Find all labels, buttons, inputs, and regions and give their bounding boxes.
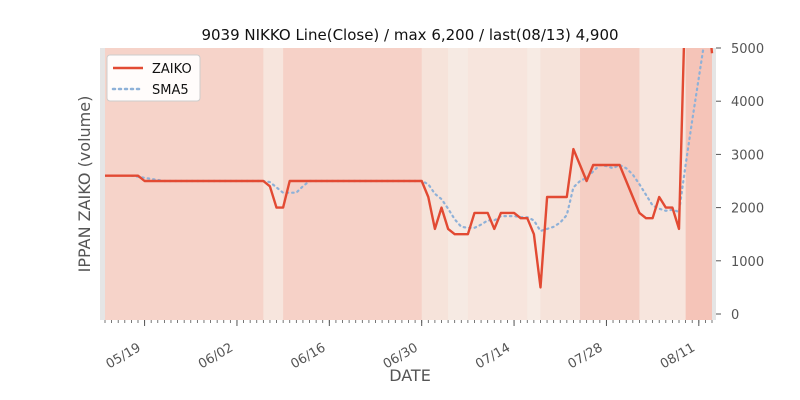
- band-5: [467, 48, 528, 320]
- band-10: [685, 48, 712, 320]
- band-2: [283, 48, 422, 320]
- x-tick-label: 07/14: [473, 340, 513, 372]
- band-9: [639, 48, 686, 320]
- y-axis-label: IPPAN ZAIKO (volume): [75, 96, 94, 273]
- x-tick-label: 07/28: [565, 340, 605, 372]
- y-tick-label: 3000: [731, 148, 764, 163]
- chart-title: 9039 NIKKO Line(Close) / max 6,200 / las…: [201, 26, 618, 44]
- y-axis: 0 1000 2000 3000 4000 5000: [716, 42, 764, 323]
- series-lines: [105, 48, 714, 289]
- legend: ZAIKO SMA5: [106, 54, 201, 102]
- band-base: [105, 48, 712, 320]
- series-line-zaiko: [105, 48, 714, 289]
- band-7: [540, 48, 581, 320]
- x-tick-label: 05/19: [104, 340, 144, 372]
- y-tick-label: 1000: [731, 255, 764, 270]
- x-axis-label: DATE: [389, 366, 431, 385]
- band-4: [448, 48, 468, 320]
- legend-label-zaiko: ZAIKO: [152, 62, 192, 77]
- legend-label-sma5: SMA5: [152, 83, 189, 98]
- y-tick-label: 4000: [731, 95, 764, 110]
- band-8: [580, 48, 640, 320]
- y-tick-label: 2000: [731, 202, 764, 217]
- x-tick-label: 06/02: [196, 340, 236, 372]
- x-axis: 05/19 06/02 06/16 06/30 07/14 07/28 08/11: [104, 320, 713, 372]
- y-tick-label: 0: [731, 308, 739, 323]
- x-tick-label: 06/16: [288, 340, 328, 372]
- x-tick-label: 08/11: [658, 340, 698, 372]
- y-tick-label: 5000: [731, 42, 764, 57]
